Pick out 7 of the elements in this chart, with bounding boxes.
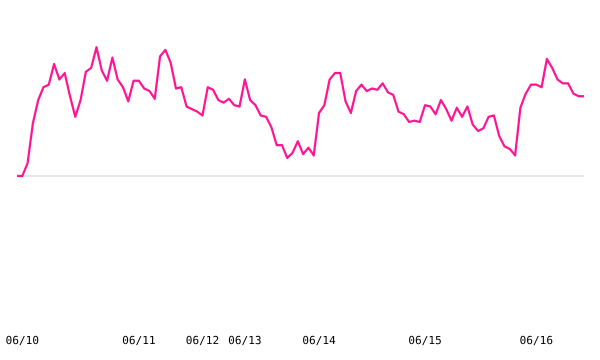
x-tick-label: 06/14 <box>303 336 336 346</box>
x-tick-label: 06/15 <box>409 336 441 346</box>
x-tick-label: 06/12 <box>186 336 218 346</box>
x-tick-label: 06/11 <box>122 336 155 346</box>
x-tick-label: 06/10 <box>6 336 38 346</box>
x-tick-label: 06/13 <box>228 336 261 346</box>
x-tick-label: 06/16 <box>520 336 552 346</box>
